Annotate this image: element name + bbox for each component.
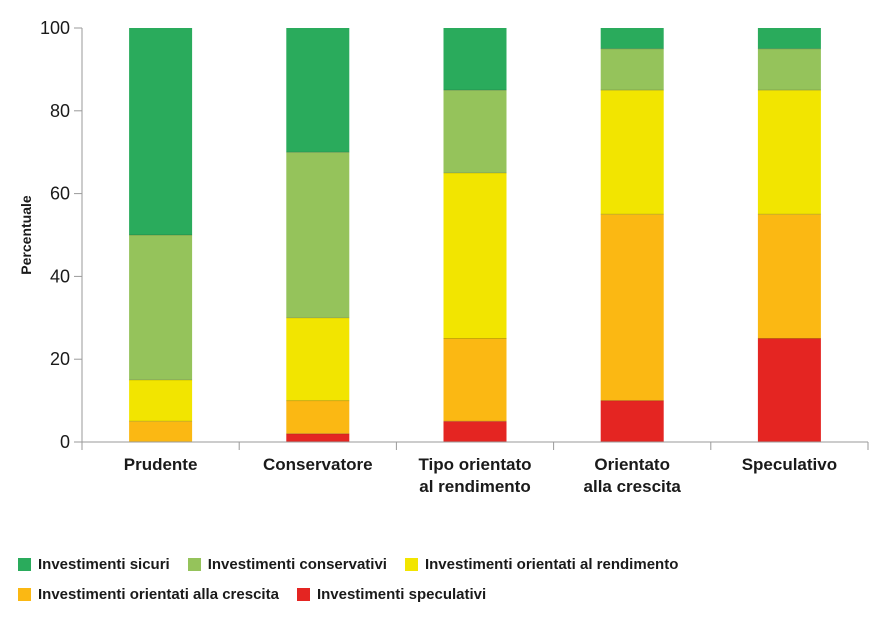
x-category-label-line: Tipo orientato [418,455,531,474]
bar-segment [757,214,821,339]
x-category-label: Speculativo [742,455,837,474]
bar-segment [757,28,821,49]
bar-segment [286,28,350,153]
stacked-bar-chart: 0 20 40 60 80 100 Prudente Conservatore Tipo or… [18,18,869,496]
bar-segment [443,421,507,442]
x-axis: Prudente Conservatore Tipo orientato al ren… [81,441,869,496]
legend-row: Investimenti orientati alla crescita Inve… [18,582,878,606]
y-axis: 0 20 40 60 80 100 [40,18,83,452]
bar-segment [286,400,350,434]
bar-segment [600,90,664,215]
bar-segment [443,90,507,173]
legend-item: Investimenti speculativi [296,585,487,603]
bar-segment [443,172,507,339]
legend-label: Investimenti orientati al rendimento [424,555,679,573]
y-axis-title: Percentuale [18,195,34,275]
legend-label: Investimenti conservativi [207,555,387,573]
bar-segment [129,28,193,235]
legend-item: Investimenti orientati al rendimento [404,555,679,573]
bar-segment [286,152,350,318]
bar-segment [600,400,664,442]
bar-segment [443,338,507,422]
legend-item: Investimenti sicuri [18,556,170,573]
legend-row: Investimenti sicuri Investimenti conserva… [18,552,878,576]
legend-label: Investimenti sicuri [38,555,170,573]
bar-segment [286,433,350,442]
bar-segment [757,338,821,442]
bars [129,28,821,442]
y-tick-label: 20 [50,349,70,369]
y-tick-label: 40 [50,266,70,286]
x-category-label: Tipo orientato al rendimento [418,455,531,496]
legend-item: Investimenti conservativi [187,555,387,573]
x-category-label-line: al rendimento [419,477,530,496]
x-category-label-line: Conservatore [263,455,373,474]
bar-segment [129,235,193,380]
legend-swatch [18,587,31,601]
bar-segment [600,28,664,49]
bar-segment [600,48,664,91]
bar-segment [129,379,193,422]
legend-item: Investimenti orientati alla crescita [18,586,279,603]
x-category-label-line: Speculativo [742,455,837,474]
legend: Investimenti sicuri Investimenti conserva… [18,552,878,612]
legend-swatch [404,557,418,571]
y-tick-label: 0 [60,432,70,452]
y-tick-label: 80 [50,101,70,121]
bar-segment [129,421,193,442]
legend-label: Investimenti speculativi [316,585,487,603]
x-category-label: Orientato alla crescita [584,455,682,496]
legend-label: Investimenti orientati alla crescita [38,585,279,603]
x-category-label: Conservatore [263,455,373,474]
y-tick-label: 100 [40,18,70,38]
legend-swatch [18,557,31,571]
bar-segment [286,317,350,401]
x-category-label-line: alla crescita [584,477,682,496]
legend-swatch [187,557,201,571]
bar-segment [443,28,507,91]
bar-segment [600,214,664,401]
bar-segment [757,90,821,215]
x-category-label: Prudente [124,455,198,474]
x-category-label-line: Prudente [124,455,198,474]
y-tick-label: 60 [50,184,70,204]
legend-swatch [296,587,310,601]
bar-segment [757,48,821,91]
x-category-label-line: Orientato [594,455,670,474]
